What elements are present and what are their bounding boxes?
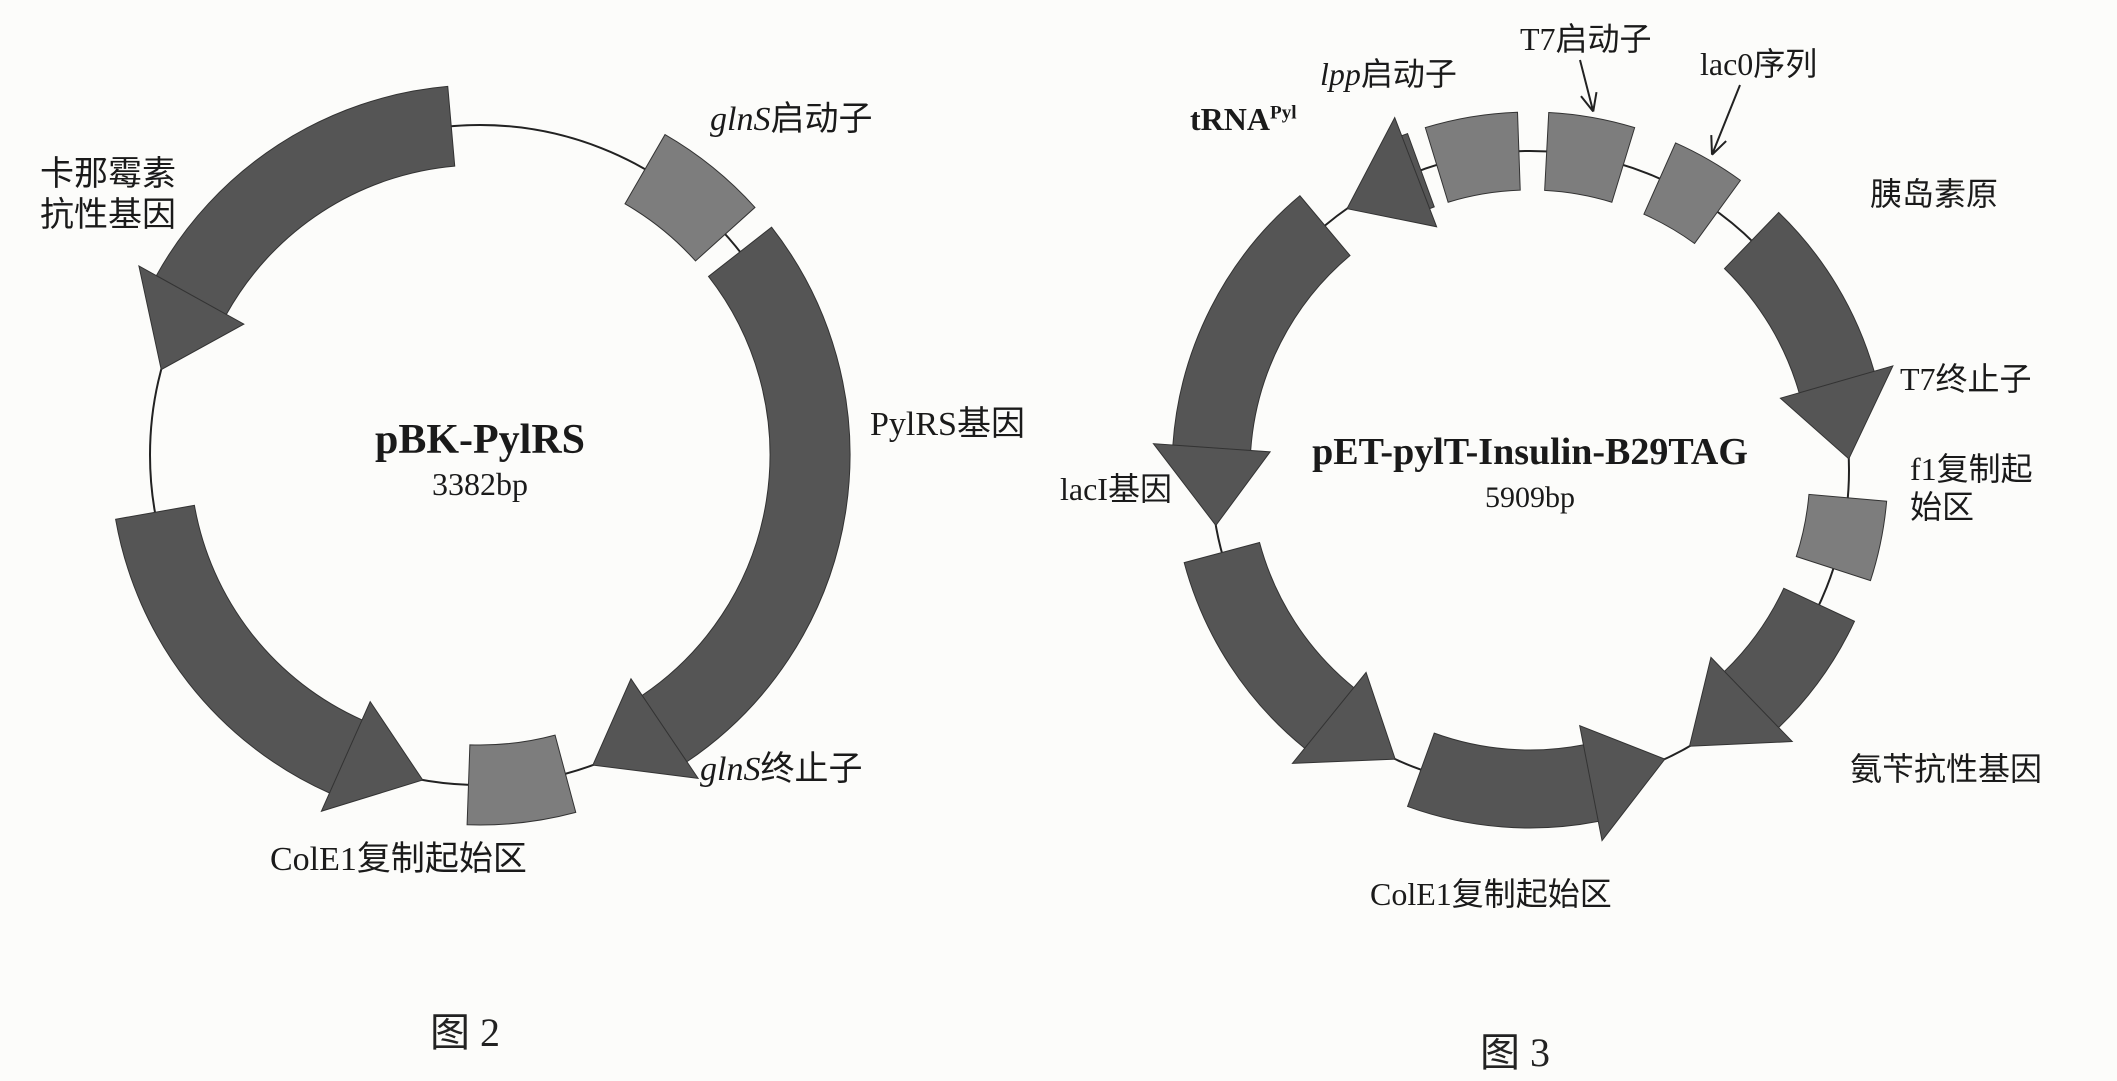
label-pylRS_gene: PylRS基因 xyxy=(870,405,1025,446)
feature-t7_terminator xyxy=(1796,494,1886,580)
feature-proinsulin xyxy=(1725,212,1893,458)
feature-lpp_promoter xyxy=(1425,112,1520,202)
label-colE1_ori_r: ColE1复制起始区 xyxy=(1370,875,1612,913)
label-lacO_seq: lac0序列 xyxy=(1700,45,1817,83)
label-t7_terminator: T7终止子 xyxy=(1900,360,2032,398)
label-proinsulin: 胰岛素原 xyxy=(1870,175,1998,213)
plasmid-right-size: 5909bp xyxy=(1410,480,1650,516)
leader-t7_promoter xyxy=(1580,60,1596,112)
feature-tRNA_pyl xyxy=(1347,118,1437,227)
plasmid-left-title: pBK-PylRS xyxy=(240,415,720,465)
caption-right: 图 3 xyxy=(1480,1020,1550,1078)
feature-lacI_gene xyxy=(1153,196,1350,526)
diagram-stage: pBK-PylRS 3382bp pET-pylT-Insulin-B29TAG… xyxy=(0,0,2117,1081)
feature-f1_ori xyxy=(1690,588,1855,746)
label-tRNA_pyl: tRNAPyl xyxy=(1190,100,1297,138)
feature-colE1_ori_r xyxy=(1184,542,1395,763)
feature-amp_resistance xyxy=(1408,726,1665,841)
plasmid-left-size: 3382bp xyxy=(360,465,600,503)
label-lacI_gene: lacI基因 xyxy=(1060,470,1172,508)
label-colE1_ori: ColE1复制起始区 xyxy=(270,840,527,881)
label-t7_promoter: T7启动子 xyxy=(1520,20,1652,58)
label-glnS_promoter: glnS启动子 xyxy=(710,100,872,141)
label-kan_resistance: 卡那霉素抗性基因 xyxy=(40,155,176,237)
plasmid-right-title: pET-pylT-Insulin-B29TAG xyxy=(1290,430,1770,476)
label-amp_resistance: 氨苄抗性基因 xyxy=(1850,750,2042,788)
feature-lacO_seq xyxy=(1644,143,1741,244)
label-glnS_terminator: glnS终止子 xyxy=(700,750,862,791)
caption-left: 图 2 xyxy=(430,1000,500,1058)
label-lpp_promoter: lpp启动子 xyxy=(1320,55,1457,93)
label-f1_ori: f1复制起始区 xyxy=(1910,450,2033,527)
feature-t7_promoter xyxy=(1545,112,1635,202)
leader-lacO_seq xyxy=(1711,85,1740,155)
